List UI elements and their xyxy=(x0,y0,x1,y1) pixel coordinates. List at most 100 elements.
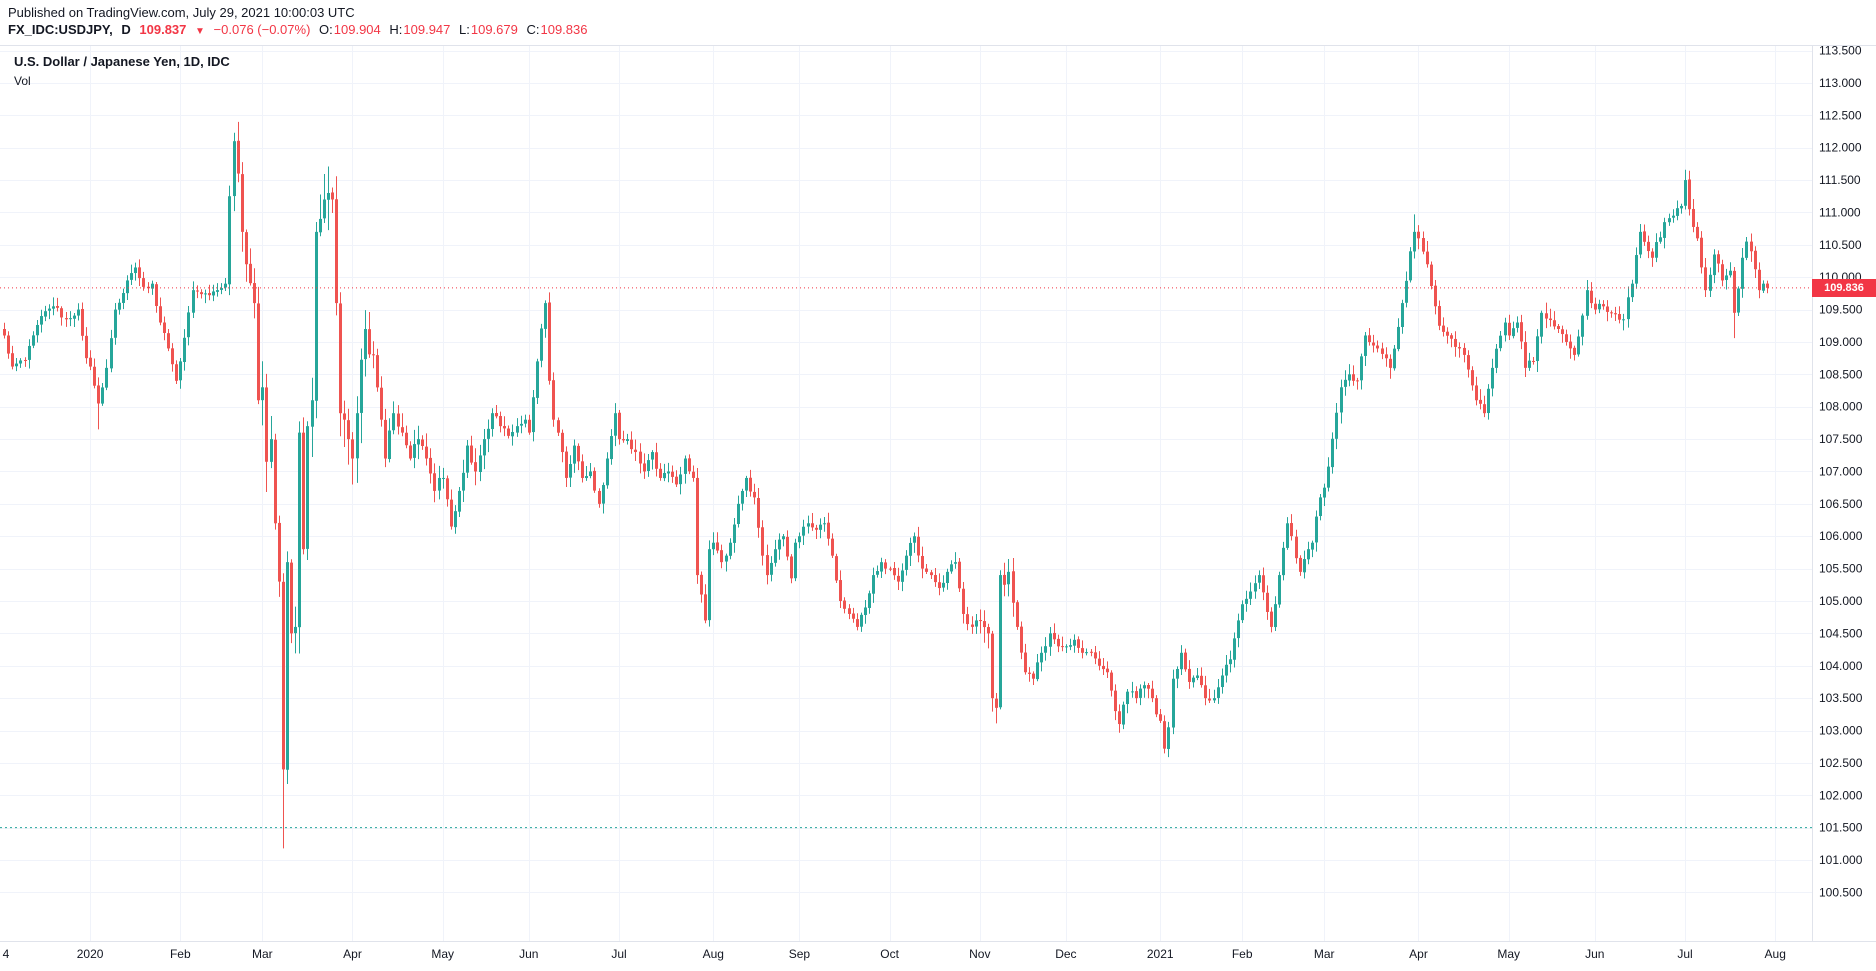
candle xyxy=(630,431,633,454)
candle xyxy=(794,538,797,582)
candle xyxy=(1163,715,1166,754)
candle xyxy=(249,248,252,286)
candle xyxy=(405,425,408,449)
candle xyxy=(507,425,510,439)
candle xyxy=(1110,670,1113,697)
candle xyxy=(212,284,215,302)
candle xyxy=(852,607,855,623)
candle xyxy=(1405,271,1408,308)
candle xyxy=(282,573,285,849)
candle xyxy=(417,425,420,460)
candle xyxy=(376,348,379,392)
candle xyxy=(142,271,145,291)
candle xyxy=(893,562,896,580)
candle xyxy=(1717,250,1720,273)
candle xyxy=(1249,582,1252,606)
svg-text:110.500: 110.500 xyxy=(1819,238,1862,252)
candle xyxy=(1516,316,1519,333)
candle xyxy=(450,489,453,530)
candle xyxy=(921,546,924,579)
candle xyxy=(1245,590,1248,612)
candle xyxy=(1438,300,1441,331)
candle xyxy=(1754,246,1757,279)
candle xyxy=(32,331,35,349)
candle xyxy=(1635,247,1638,289)
candle xyxy=(1618,306,1621,324)
candle xyxy=(1540,310,1543,344)
candle xyxy=(499,411,502,433)
candle xyxy=(905,550,908,576)
svg-text:Apr: Apr xyxy=(1409,947,1428,961)
candle xyxy=(585,465,588,481)
candle xyxy=(729,538,732,560)
candle xyxy=(24,357,27,367)
candle xyxy=(1340,379,1343,424)
candle xyxy=(1172,669,1175,735)
candle xyxy=(1569,334,1572,359)
candle xyxy=(1118,704,1121,733)
candle xyxy=(1085,648,1088,656)
candle xyxy=(413,429,416,469)
candle xyxy=(655,442,658,477)
candle xyxy=(913,532,916,553)
candle xyxy=(511,424,514,446)
candle xyxy=(1258,570,1261,589)
candle xyxy=(999,570,1002,710)
svg-text:102.000: 102.000 xyxy=(1819,788,1863,802)
svg-text:107.000: 107.000 xyxy=(1819,464,1863,478)
published-caption: Published on TradingView.com, July 29, 2… xyxy=(8,5,355,20)
candle xyxy=(1147,683,1150,699)
candle xyxy=(807,515,810,534)
candle xyxy=(1532,357,1535,365)
candle xyxy=(487,419,490,453)
price-axis[interactable] xyxy=(1812,46,1876,941)
svg-text:4: 4 xyxy=(3,947,10,961)
candle xyxy=(265,373,268,493)
svg-text:112.500: 112.500 xyxy=(1819,108,1862,122)
candle xyxy=(1651,248,1654,267)
candle xyxy=(1356,377,1359,390)
candle xyxy=(778,533,781,560)
candle xyxy=(667,462,670,483)
candle xyxy=(421,435,424,450)
candle xyxy=(1266,585,1269,620)
candle xyxy=(720,544,723,569)
candle xyxy=(228,185,231,296)
candle xyxy=(757,487,760,538)
candle xyxy=(1758,262,1761,299)
candle xyxy=(274,433,277,530)
svg-text:109.000: 109.000 xyxy=(1819,335,1863,349)
candle xyxy=(311,377,314,457)
candle xyxy=(688,454,691,475)
candle xyxy=(1520,314,1523,350)
candle xyxy=(1192,675,1195,688)
candle xyxy=(1536,329,1539,373)
candle xyxy=(1696,222,1699,241)
candle xyxy=(1709,267,1712,298)
candle xyxy=(1036,654,1039,682)
candle xyxy=(1663,217,1666,249)
candle xyxy=(737,495,740,528)
candle xyxy=(745,475,748,498)
candle xyxy=(872,567,875,603)
candle xyxy=(1397,318,1400,352)
candle xyxy=(380,376,383,427)
candle xyxy=(1672,209,1675,223)
candle xyxy=(1155,695,1158,718)
candle xyxy=(1323,483,1326,506)
candle xyxy=(622,430,625,443)
candle xyxy=(60,306,63,326)
candle xyxy=(114,302,117,345)
candle xyxy=(712,532,715,556)
candle xyxy=(454,505,457,534)
svg-text:113.500: 113.500 xyxy=(1819,44,1862,58)
candle xyxy=(1676,200,1679,221)
candle xyxy=(823,517,826,532)
candle xyxy=(1233,632,1236,668)
candle xyxy=(1122,701,1125,730)
candle xyxy=(171,343,174,372)
time-axis[interactable] xyxy=(0,941,1876,969)
candle xyxy=(1643,224,1646,246)
candle xyxy=(1524,331,1527,377)
